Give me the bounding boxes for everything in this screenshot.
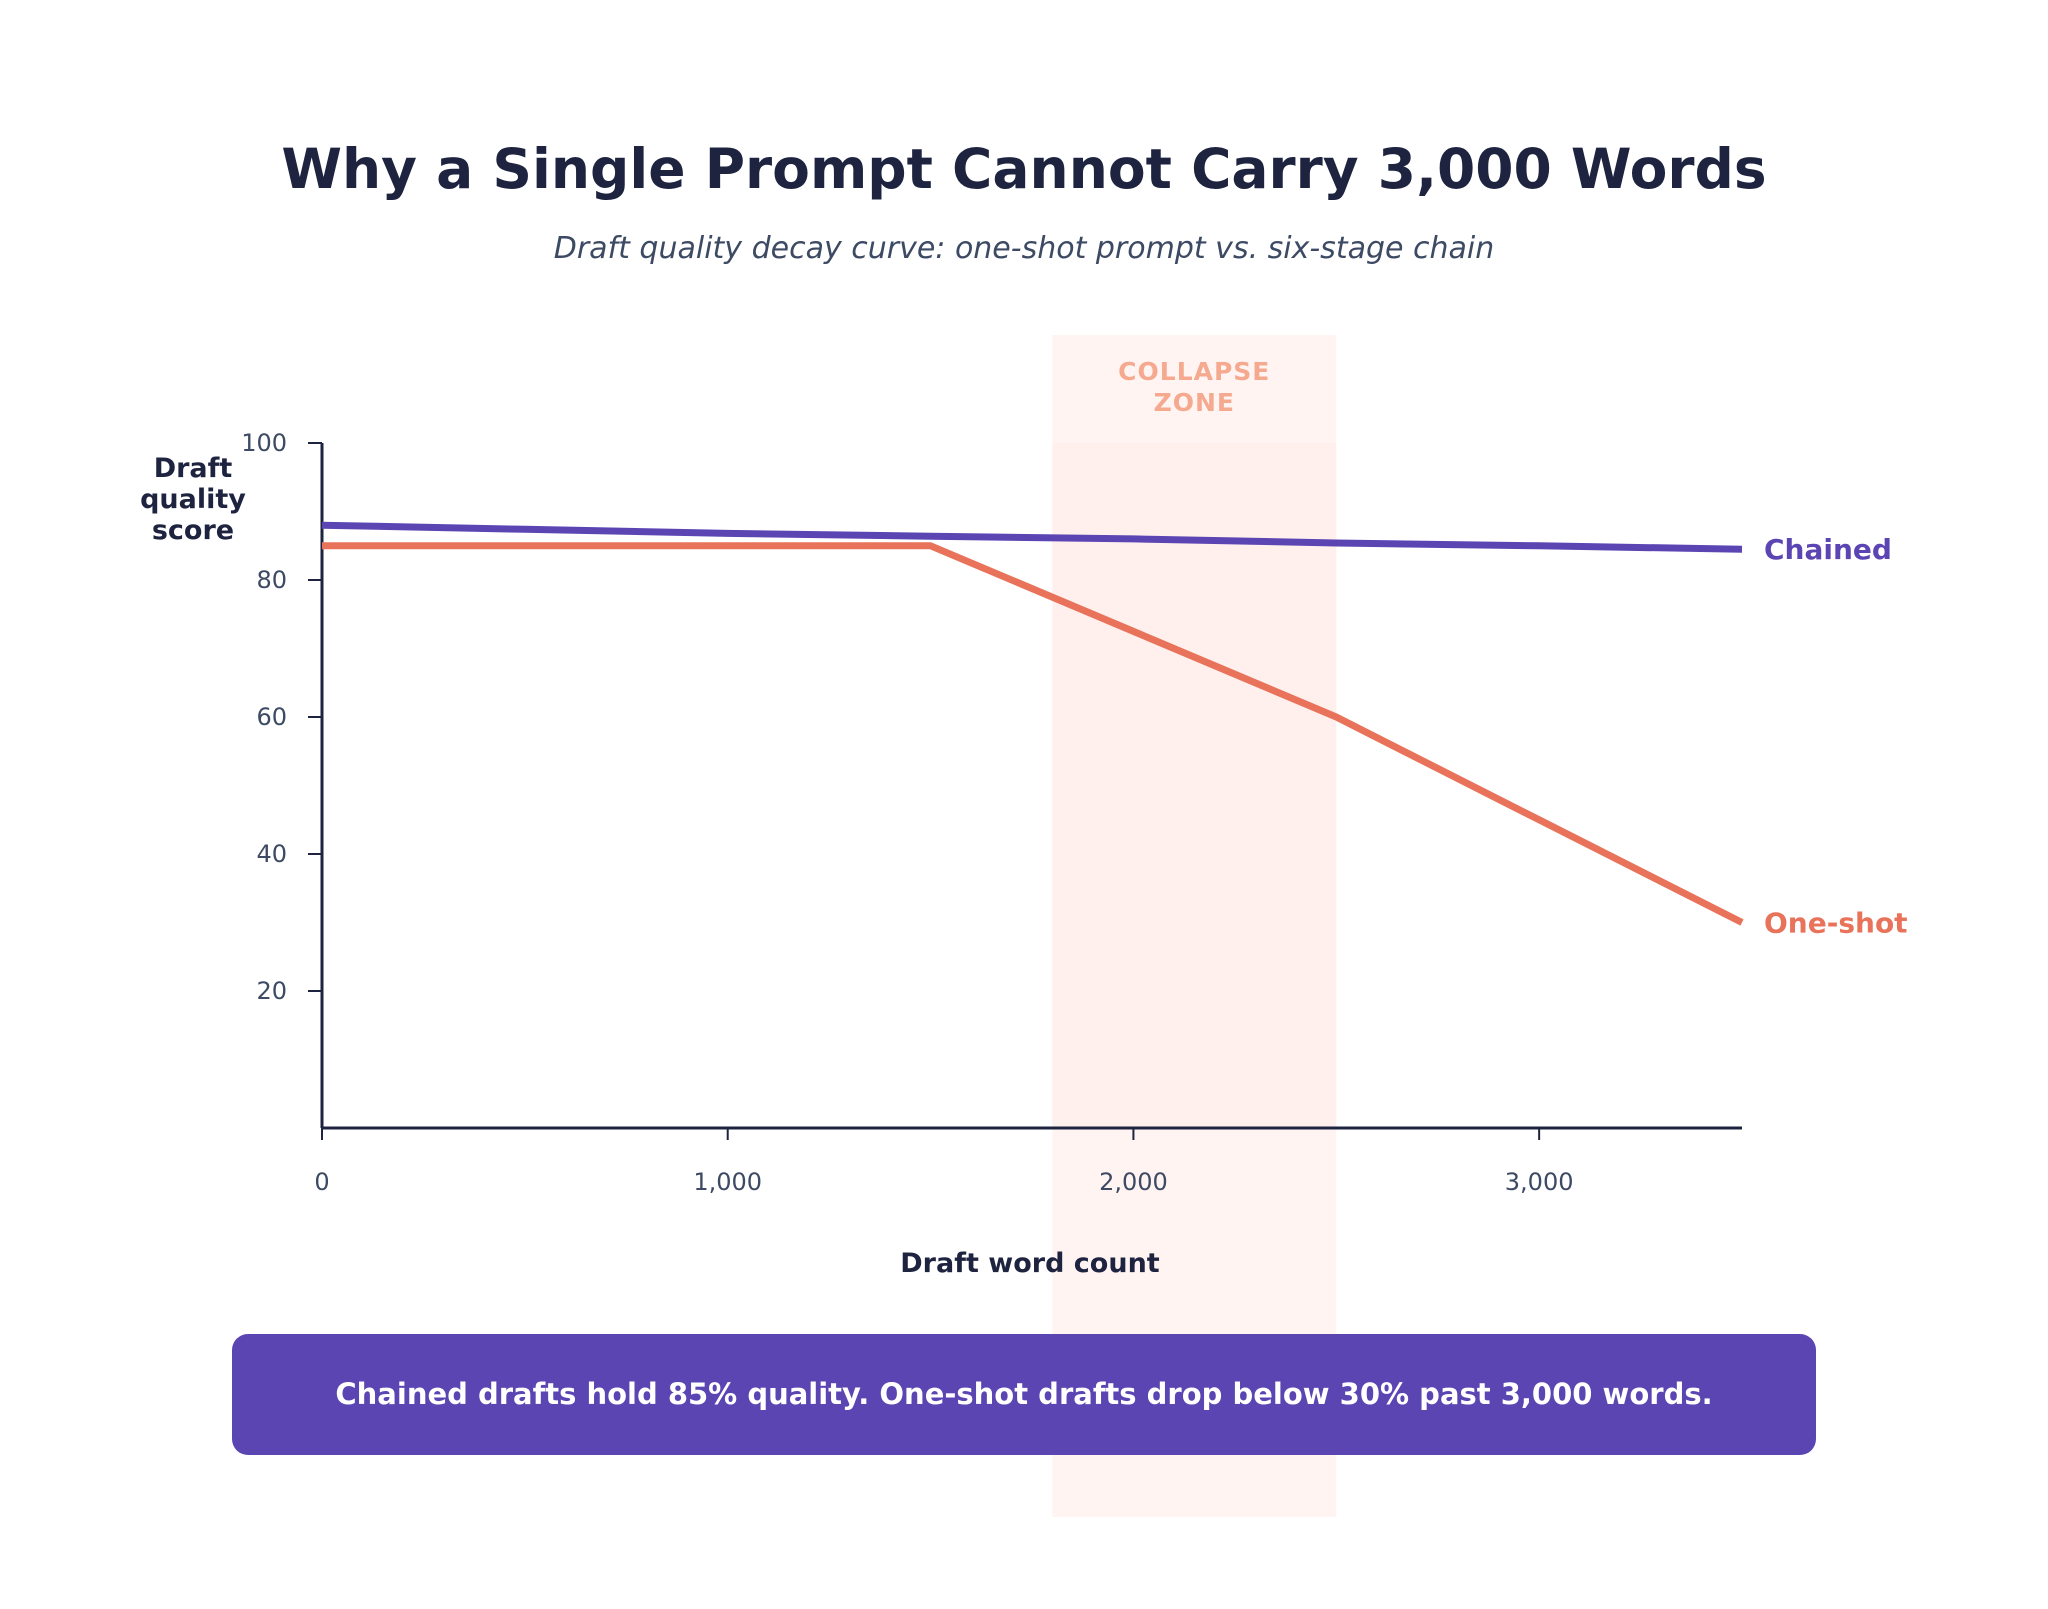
- y-tick-label: 60: [256, 703, 287, 731]
- series-line-one-shot: [322, 542, 1744, 926]
- collapse-zone-band: [1052, 335, 1337, 1517]
- x-tick-label: 2,000: [1099, 1168, 1168, 1196]
- chart-title: Why a Single Prompt Cannot Carry 3,000 W…: [281, 137, 1766, 201]
- series-label-chained: Chained: [1764, 533, 1892, 566]
- series-line-chained: [321, 521, 1743, 553]
- collapse-zone-label: ZONE: [1154, 388, 1235, 417]
- y-axis-title: Draft: [154, 453, 233, 484]
- y-tick-label: 20: [256, 977, 287, 1005]
- callout-box: [232, 1334, 1816, 1455]
- y-tick-label: 40: [256, 840, 287, 868]
- y-tick-label: 80: [256, 566, 287, 594]
- collapse-zone-label: COLLAPSE: [1118, 357, 1270, 386]
- x-tick-label: 3,000: [1505, 1168, 1574, 1196]
- collapse-zone-plot-area: [1052, 443, 1337, 1128]
- y-axis-title: quality: [140, 484, 246, 515]
- y-axis-title: score: [152, 515, 234, 546]
- series-label-one-shot: One-shot: [1764, 907, 1908, 940]
- callout-text: Chained drafts hold 85% quality. One-sho…: [335, 1377, 1712, 1411]
- chart-subtitle: Draft quality decay curve: one-shot prom…: [554, 231, 1495, 266]
- series-lines: [321, 521, 1744, 926]
- x-tick-label: 0: [314, 1168, 329, 1196]
- x-tick-label: 1,000: [693, 1168, 762, 1196]
- y-tick-label: 100: [241, 429, 287, 457]
- axes: 20 40 60 80 100 0 1,000 2,000 3,000: [241, 429, 1742, 1196]
- x-axis-title: Draft word count: [900, 1248, 1160, 1279]
